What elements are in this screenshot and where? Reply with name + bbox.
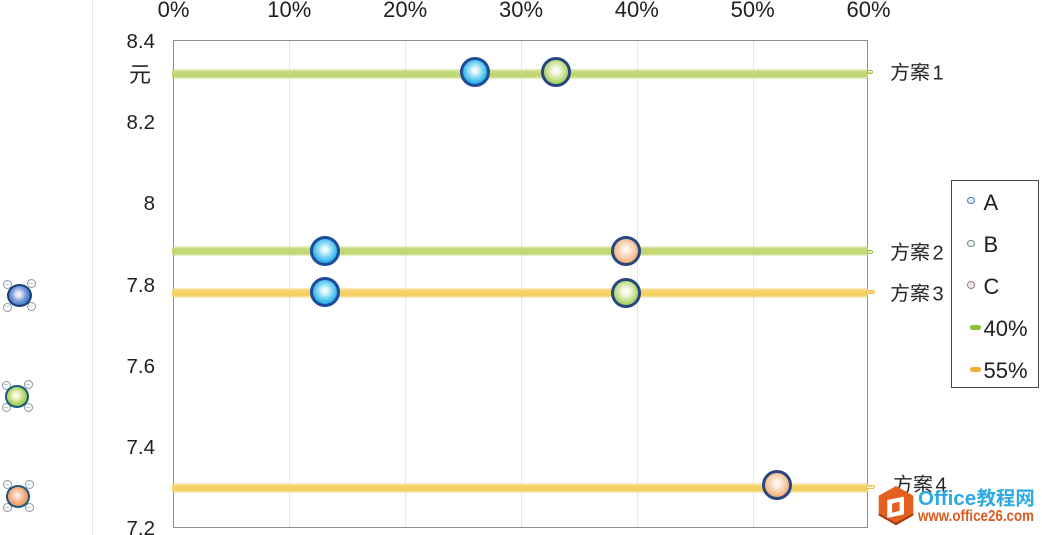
- svg-text:www.office26.com: www.office26.com: [917, 508, 1034, 525]
- svg-text:1: 1: [933, 63, 944, 85]
- svg-text:3: 3: [933, 284, 944, 306]
- svg-text:Office: Office: [918, 488, 976, 510]
- svg-text:4: 4: [936, 475, 947, 497]
- svg-text:2: 2: [933, 243, 944, 265]
